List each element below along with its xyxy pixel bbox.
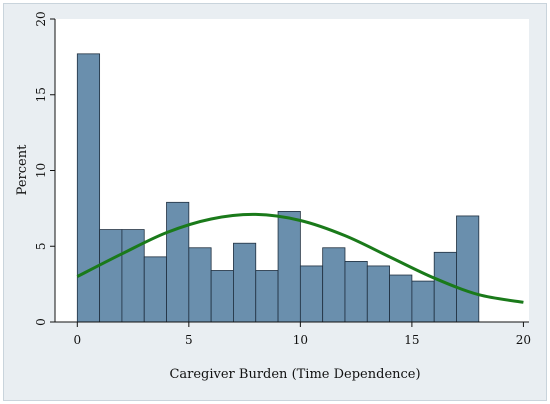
histogram-bar: [76, 53, 101, 323]
y-tick-label: 15: [34, 87, 48, 102]
histogram-bar: [366, 265, 390, 323]
histogram-bar: [389, 274, 413, 323]
histogram-bar: [299, 265, 324, 323]
histogram-bar: [210, 270, 234, 323]
x-tick-label: 20: [516, 333, 531, 347]
histogram-bar: [166, 201, 190, 323]
y-axis-title: Percent: [15, 144, 30, 195]
y-tick-label: 10: [34, 163, 48, 178]
histogram-bar: [411, 280, 435, 323]
density-curve: [76, 212, 524, 304]
x-tick-label: 0: [73, 333, 81, 347]
x-ticks: 0 5 10 15 20: [73, 322, 531, 347]
x-tick-label: 15: [404, 333, 419, 347]
y-ticks: 0 5 10 15 20: [34, 11, 55, 326]
x-axis-title: Caregiver Burden (Time Dependence): [169, 367, 420, 382]
x-tick-label: 10: [293, 333, 308, 347]
histogram-bar: [456, 215, 480, 323]
histogram-bar: [344, 260, 368, 323]
histogram-bar: [143, 256, 167, 323]
y-tick-label: 20: [34, 11, 48, 26]
bars: [76, 53, 480, 323]
histogram-bar: [233, 242, 257, 323]
x-tick-label: 5: [185, 333, 193, 347]
y-tick-label: 0: [34, 318, 48, 326]
histogram-bar: [99, 229, 123, 323]
histogram-bar: [188, 247, 212, 323]
histogram-bar: [255, 270, 279, 323]
histogram-bar: [322, 247, 346, 323]
figure-background: 0 5 10 15 20 0 5 10 15 20 Percent Caregiver Burd…: [3, 3, 547, 401]
y-tick-label: 5: [34, 242, 48, 250]
histogram-chart: 0 5 10 15 20 0 5 10 15 20 Percent Caregiver Burd…: [15, 11, 531, 382]
histogram-bar: [277, 211, 301, 323]
